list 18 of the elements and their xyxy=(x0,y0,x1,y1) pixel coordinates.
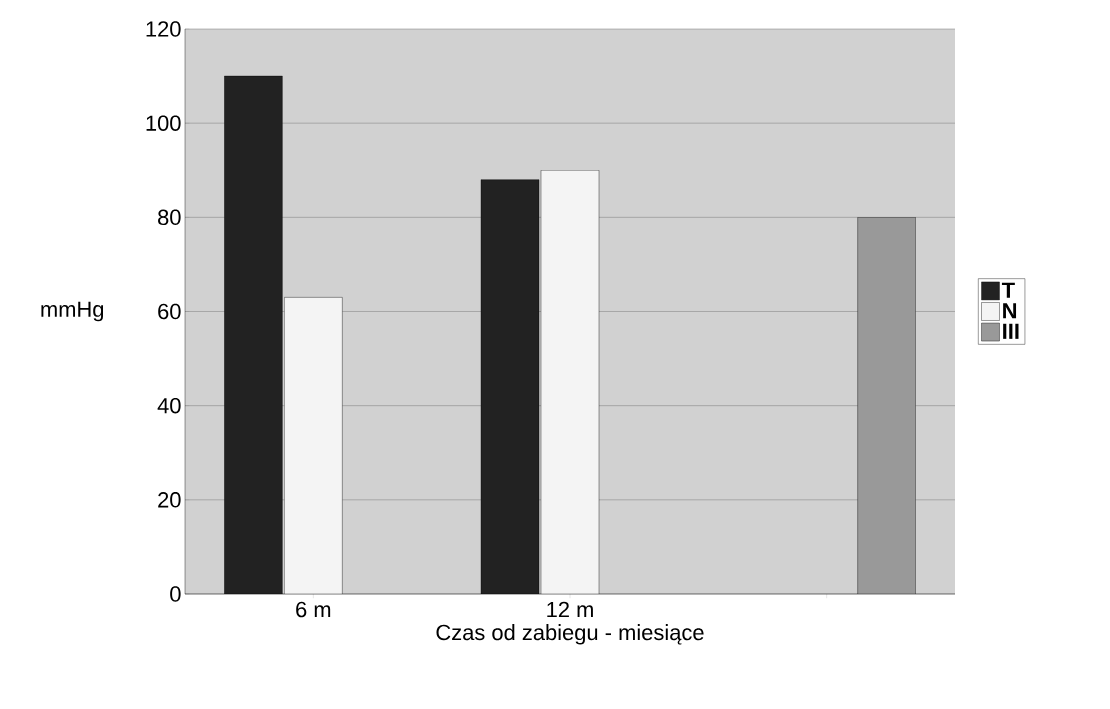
y-tick-label: 20 xyxy=(158,492,181,508)
y-tick-label: 0 xyxy=(170,586,181,602)
y-tick-label: 80 xyxy=(158,209,181,226)
y-tick-label: 60 xyxy=(158,303,181,320)
bar xyxy=(224,76,283,594)
y-tick-label: 120 xyxy=(146,21,181,37)
x-tick-label: 6 m xyxy=(296,601,331,618)
legend-label: T xyxy=(1001,282,1015,298)
y-tick-label: 100 xyxy=(146,115,181,131)
legend-label: N xyxy=(1003,303,1017,319)
x-tick-label: 12 m xyxy=(547,601,593,618)
bar xyxy=(284,297,343,594)
bar xyxy=(480,179,540,594)
bar xyxy=(540,170,600,594)
y-tick-label: 40 xyxy=(157,397,181,414)
x-axis-title: Czas od zabiegu - miesiące xyxy=(436,624,704,645)
y-axis-title: mmHg xyxy=(41,301,104,322)
legend-label: III xyxy=(1003,323,1019,339)
